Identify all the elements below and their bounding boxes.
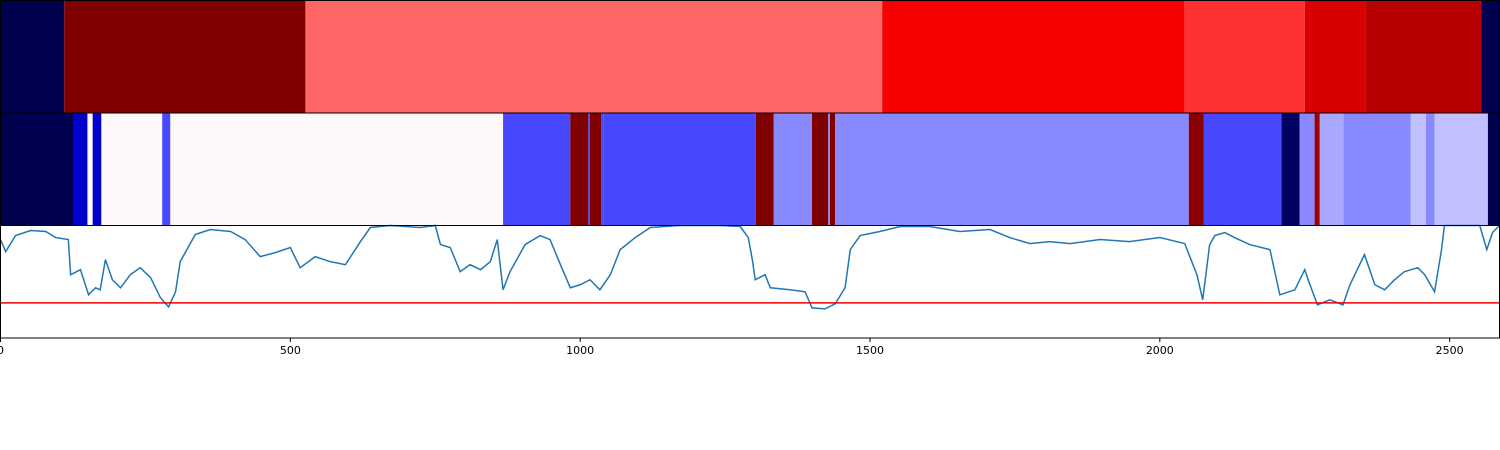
- segment: [1410, 113, 1426, 226]
- segment: [305, 0, 883, 113]
- segment: [1365, 0, 1482, 113]
- segment: [603, 113, 756, 226]
- segment: [64, 0, 306, 113]
- segment: [828, 113, 830, 226]
- segment: [101, 113, 163, 226]
- segment: [1425, 113, 1435, 226]
- segment: [1188, 113, 1204, 226]
- segment: [882, 0, 1185, 113]
- signal-line: [0, 224, 1500, 310]
- segment: [835, 113, 1189, 226]
- segment: [601, 113, 604, 226]
- segment: [1299, 113, 1315, 226]
- segment: [570, 113, 589, 226]
- segment: [1281, 113, 1300, 226]
- x-tick-label: 1000: [566, 344, 594, 357]
- segment: [1343, 113, 1411, 226]
- x-tick-label: 2000: [1146, 344, 1174, 357]
- segment: [1481, 0, 1500, 113]
- segment: [1319, 113, 1344, 226]
- segment: [503, 113, 571, 226]
- segment: [1184, 0, 1305, 113]
- segment: [755, 113, 774, 226]
- segment: [590, 113, 602, 226]
- x-tick-label: 2500: [1436, 344, 1464, 357]
- x-tick-label: 500: [280, 344, 301, 357]
- panel-frame: [0, 225, 1500, 339]
- segment: [812, 113, 829, 226]
- segment: [170, 113, 504, 226]
- segment: [162, 113, 171, 226]
- segment: [92, 113, 102, 226]
- segment: [588, 113, 591, 226]
- segment: [1203, 113, 1282, 226]
- segment: [1314, 113, 1320, 226]
- segment: [1487, 113, 1500, 226]
- segment: [73, 113, 88, 226]
- x-tick-label: 1500: [856, 344, 884, 357]
- segment: [0, 113, 74, 226]
- segment: [829, 113, 836, 226]
- segment: [1434, 113, 1488, 226]
- segment: [0, 0, 65, 113]
- segment: [773, 113, 813, 226]
- x-tick-label: 0: [0, 344, 4, 357]
- segment: [1304, 0, 1366, 113]
- segment: [87, 113, 93, 226]
